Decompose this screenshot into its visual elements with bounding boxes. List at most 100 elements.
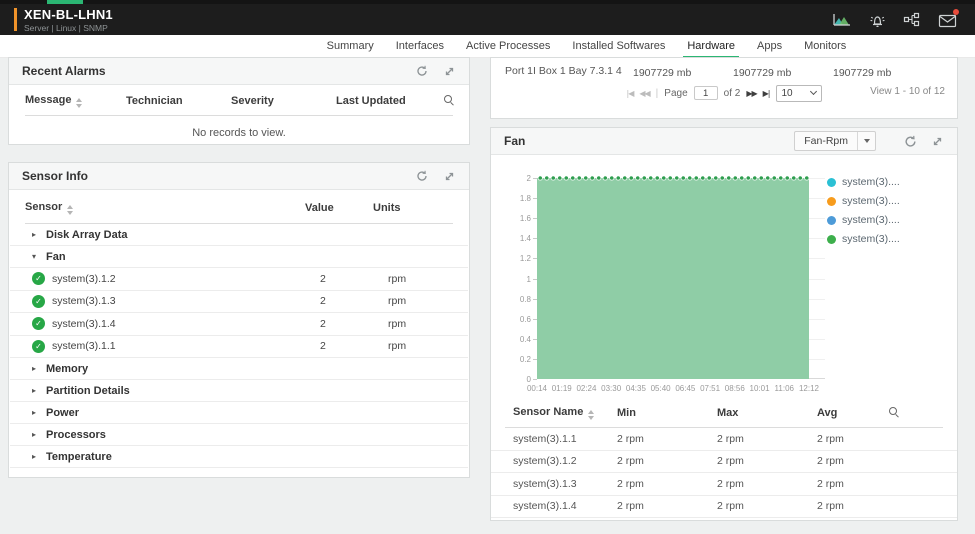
recent-alarms-panel: Recent Alarms Message Technician Severit… [8, 57, 470, 145]
fan-stats-row: system(3).1.2 2 rpm 2 rpm 2 rpm [491, 451, 957, 473]
y-axis-tick [533, 298, 537, 300]
fan-panel-header: Fan Fan-Rpm [491, 128, 957, 155]
legend-item[interactable]: system(3).... [827, 176, 900, 188]
stat-max: 2 rpm [717, 500, 744, 513]
refresh-icon[interactable] [415, 169, 429, 183]
x-axis-tick-label: 12:12 [798, 384, 820, 393]
sensor-label: system(3).1.2 [52, 272, 116, 285]
search-icon[interactable] [889, 407, 898, 416]
alarm-bell-icon[interactable] [867, 10, 887, 30]
legend-label: system(3).... [842, 214, 900, 226]
sensor-group-disk-array-data[interactable]: ▸ Disk Array Data [10, 224, 468, 246]
hardware-table-panel: Port 1I Box 1 Bay 7.3.1 4 1907729 mb 190… [490, 57, 958, 119]
first-page-button[interactable]: |◀ [626, 88, 635, 98]
y-axis-tick-label: 2 [526, 174, 531, 183]
tab-installed-softwares[interactable]: Installed Softwares [572, 40, 666, 52]
y-axis-tick [533, 338, 537, 340]
fan-metric-dropdown[interactable]: Fan-Rpm [794, 131, 876, 151]
y-axis-tick-label: 1.8 [519, 194, 531, 204]
last-page-button[interactable]: ▶| [762, 88, 771, 98]
page-label: Page [664, 87, 688, 99]
y-axis-tick-label: 1.2 [519, 254, 531, 264]
sensor-info-header: Sensor Info [9, 163, 469, 190]
fan-chart: 0 0.2 0.4 0.6 0.8 1 1.2 1.4 1.6 1.8 2 00:14 01:19 02:… [491, 155, 957, 397]
page-number-input[interactable] [693, 86, 718, 100]
device-subtitle: Server | Linux | SNMP [24, 23, 108, 33]
prev-page-button[interactable]: ◀◀ [639, 88, 650, 98]
sort-icon[interactable] [76, 98, 83, 108]
sensor-group-power[interactable]: ▸ Power [10, 402, 468, 424]
tab-summary[interactable]: Summary [326, 40, 374, 52]
column-sensor[interactable]: Sensor [25, 201, 305, 215]
stat-max: 2 rpm [717, 477, 744, 490]
y-axis-tick [533, 218, 537, 220]
tab-active-processes[interactable]: Active Processes [466, 40, 551, 52]
sensor-label: system(3).1.1 [52, 340, 116, 353]
mail-icon[interactable] [937, 9, 959, 30]
performance-chart-icon[interactable] [832, 10, 852, 30]
page-of-label: of 2 [723, 87, 741, 99]
legend-label: system(3).... [842, 233, 900, 245]
legend-item[interactable]: system(3).... [827, 195, 900, 207]
page-size-select[interactable]: 10 [775, 84, 822, 102]
column-message[interactable]: Message [25, 94, 126, 108]
legend-item[interactable]: system(3).... [827, 233, 900, 245]
column-avg[interactable]: Avg [817, 407, 838, 419]
sensor-units: rpm [388, 317, 407, 330]
y-axis-tick-label: 0.8 [519, 294, 531, 304]
expand-icon[interactable] [442, 169, 456, 183]
stat-min: 2 rpm [617, 432, 644, 445]
x-axis-tick-label: 04:35 [625, 384, 646, 393]
refresh-icon[interactable] [415, 64, 429, 78]
column-technician[interactable]: Technician [126, 95, 183, 107]
column-sensor-name[interactable]: Sensor Name [513, 406, 617, 420]
tab-hardware[interactable]: Hardware [676, 35, 746, 58]
sort-icon[interactable] [67, 205, 74, 215]
sensor-group-processors[interactable]: ▸ Processors [10, 424, 468, 446]
x-axis-tick-label: 01:19 [551, 384, 572, 393]
column-last-updated[interactable]: Last Updated [336, 95, 406, 107]
progress-segment [47, 0, 83, 4]
column-min[interactable]: Min [617, 407, 636, 419]
column-severity[interactable]: Severity [231, 95, 274, 107]
column-units[interactable]: Units [373, 202, 401, 214]
page-size-value: 10 [781, 87, 793, 99]
sensor-name-cell: ✓ system(3).1.1 [32, 339, 320, 353]
sensor-value: 2 [320, 340, 326, 353]
stat-sensor-name: system(3).1.3 [513, 477, 577, 490]
y-axis-tick-label: 1.4 [519, 234, 531, 244]
expand-icon[interactable] [930, 134, 944, 148]
sort-icon[interactable] [588, 410, 595, 420]
sensor-value: 2 [320, 295, 326, 308]
sensor-group-temperature[interactable]: ▸ Temperature [10, 446, 468, 468]
x-axis-tick-label: 10:01 [749, 384, 770, 393]
topology-icon[interactable] [902, 10, 922, 30]
stats-search[interactable] [889, 407, 898, 419]
legend-item[interactable]: system(3).... [827, 214, 900, 226]
caret-right-icon: ▸ [32, 430, 37, 439]
tab-apps[interactable]: Apps [757, 40, 783, 52]
pagination-bar: |◀ ◀◀ | Page of 2 ▶▶ ▶| 10 View 1 - 10 o… [491, 81, 957, 105]
y-axis-tick [533, 278, 537, 280]
y-axis-tick-label: 0.2 [519, 354, 531, 364]
tab-interfaces[interactable]: Interfaces [395, 40, 445, 52]
x-axis-tick-label: 02:24 [576, 384, 597, 393]
next-page-button[interactable]: ▶▶ [746, 88, 757, 98]
refresh-icon[interactable] [903, 134, 917, 148]
tab-monitors[interactable]: Monitors [804, 40, 847, 52]
column-value[interactable]: Value [305, 202, 334, 214]
group-label: Fan [46, 250, 66, 263]
search-icon[interactable] [444, 95, 453, 104]
sensor-group-fan[interactable]: ▾ Fan [10, 246, 468, 268]
alarms-search[interactable] [431, 95, 453, 107]
legend-dot [827, 234, 836, 244]
device-accent-bar [14, 8, 17, 31]
x-axis-tick-label: 07:51 [700, 384, 721, 393]
sensor-group-partition-details[interactable]: ▸ Partition Details [10, 380, 468, 402]
stat-sensor-name: system(3).1.4 [513, 500, 577, 513]
column-max[interactable]: Max [717, 407, 739, 419]
expand-icon[interactable] [442, 64, 456, 78]
stat-min: 2 rpm [617, 477, 644, 490]
y-axis-tick [533, 238, 537, 240]
sensor-group-memory[interactable]: ▸ Memory [10, 358, 468, 380]
